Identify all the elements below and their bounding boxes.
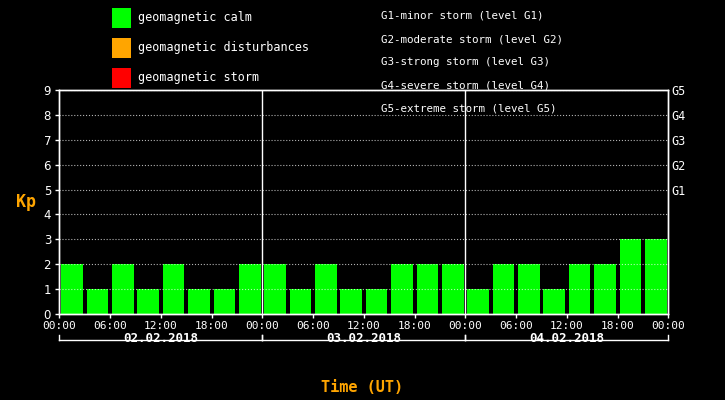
Text: Time (UT): Time (UT): [321, 380, 404, 395]
Bar: [620, 239, 641, 314]
Text: Kp: Kp: [16, 193, 36, 211]
Text: 03.02.2018: 03.02.2018: [326, 332, 402, 345]
Bar: [544, 289, 565, 314]
Bar: [62, 264, 83, 314]
Text: G2-moderate storm (level G2): G2-moderate storm (level G2): [381, 34, 563, 44]
Bar: [442, 264, 463, 314]
Bar: [290, 289, 311, 314]
Text: 02.02.2018: 02.02.2018: [123, 332, 199, 345]
Bar: [112, 264, 133, 314]
Bar: [265, 264, 286, 314]
Bar: [163, 264, 184, 314]
Text: G3-strong storm (level G3): G3-strong storm (level G3): [381, 58, 550, 68]
Bar: [239, 264, 260, 314]
Bar: [493, 264, 514, 314]
Bar: [392, 264, 413, 314]
Bar: [518, 264, 539, 314]
Bar: [341, 289, 362, 314]
Bar: [188, 289, 210, 314]
Bar: [315, 264, 336, 314]
Bar: [366, 289, 387, 314]
Text: G5-extreme storm (level G5): G5-extreme storm (level G5): [381, 104, 556, 114]
Bar: [645, 239, 666, 314]
Bar: [468, 289, 489, 314]
Bar: [87, 289, 108, 314]
Text: geomagnetic calm: geomagnetic calm: [138, 12, 252, 24]
Bar: [214, 289, 235, 314]
Bar: [569, 264, 590, 314]
Text: geomagnetic disturbances: geomagnetic disturbances: [138, 42, 309, 54]
Text: 04.02.2018: 04.02.2018: [529, 332, 605, 345]
Bar: [138, 289, 159, 314]
Text: G4-severe storm (level G4): G4-severe storm (level G4): [381, 81, 550, 91]
Text: geomagnetic storm: geomagnetic storm: [138, 72, 259, 84]
Bar: [594, 264, 616, 314]
Text: G1-minor storm (level G1): G1-minor storm (level G1): [381, 11, 543, 21]
Bar: [417, 264, 438, 314]
